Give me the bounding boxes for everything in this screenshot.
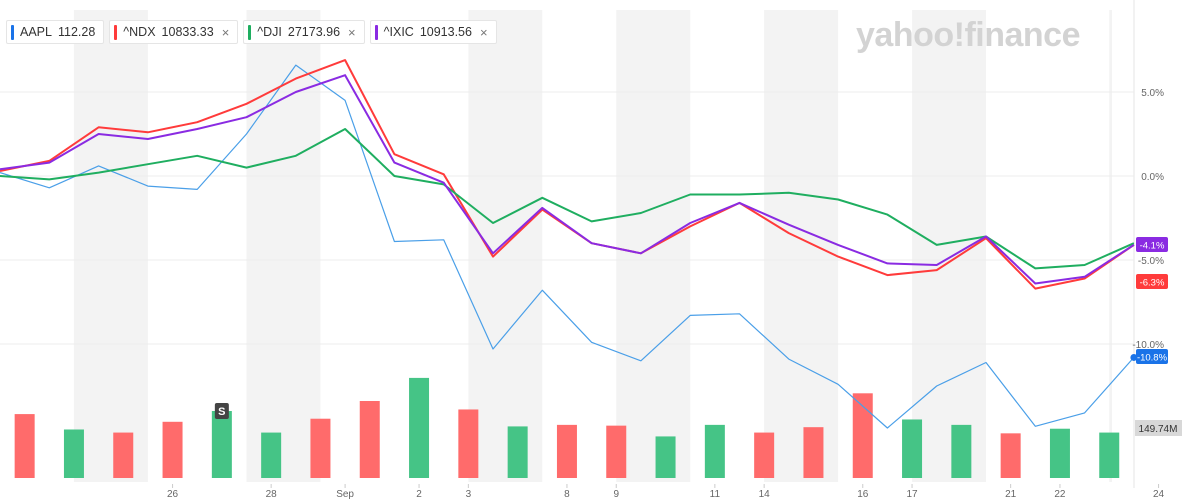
volume-bar bbox=[1099, 432, 1120, 478]
color-swatch-dji bbox=[248, 24, 252, 40]
volume-bar bbox=[409, 377, 430, 478]
split-marker-badge bbox=[214, 403, 229, 419]
legend-chip-ixic[interactable]: ^IXIC 10913.56 × bbox=[369, 20, 497, 44]
x-tick-label: 24 bbox=[1153, 489, 1165, 500]
ixic-end-label: -4.1% bbox=[1140, 241, 1165, 252]
background-band bbox=[1109, 10, 1112, 482]
x-tick-label: 3 bbox=[466, 489, 472, 500]
volume-bar bbox=[162, 421, 183, 478]
comparison-legend: AAPL 112.28 ^NDX 10833.33 × ^DJI 27173.9… bbox=[6, 20, 497, 44]
volume-bar bbox=[951, 424, 972, 478]
volume-bar bbox=[803, 427, 824, 478]
series-line-ixic bbox=[0, 74, 1135, 285]
ndx-end-label-badge bbox=[1136, 274, 1168, 289]
close-icon[interactable]: × bbox=[348, 24, 356, 40]
y-tick-label: 0.0% bbox=[1141, 172, 1164, 183]
close-icon[interactable]: × bbox=[479, 24, 488, 40]
volume-bar bbox=[359, 401, 380, 478]
volume-bar bbox=[458, 409, 479, 478]
end-value-labels: -4.1% -6.3% -10.8% 149.74M bbox=[1135, 237, 1182, 436]
volume-bar bbox=[556, 424, 577, 478]
y-tick-label: -10.0% bbox=[1132, 340, 1164, 351]
y-axis: 5.0% 0.0% -5.0% -10.0% bbox=[1132, 88, 1164, 351]
volume-bar bbox=[754, 432, 775, 478]
yahoo-finance-logo: yahoo!finance bbox=[856, 16, 1080, 54]
volume-bar bbox=[211, 411, 232, 478]
symbol-value: 10913.56 bbox=[419, 25, 472, 39]
x-tick-label: 17 bbox=[906, 489, 918, 500]
x-tick-label: 14 bbox=[759, 489, 771, 500]
x-tick-label: 11 bbox=[710, 489, 721, 500]
volume-bar bbox=[704, 424, 725, 478]
x-tick-label: 8 bbox=[564, 489, 570, 500]
x-tick-label: 28 bbox=[266, 489, 278, 500]
volume-bar bbox=[655, 436, 676, 478]
volume-bar bbox=[310, 418, 331, 478]
symbol-label: AAPL bbox=[20, 25, 52, 39]
symbol-label: ^DJI bbox=[257, 25, 282, 39]
series-line-aapl bbox=[0, 64, 1135, 429]
volume-bar bbox=[1000, 433, 1021, 478]
aapl-end-label-badge bbox=[1136, 349, 1168, 364]
close-icon[interactable]: × bbox=[221, 24, 230, 40]
x-tick-label: 22 bbox=[1054, 489, 1066, 500]
x-tick-label: 26 bbox=[167, 489, 179, 500]
x-tick-label: 21 bbox=[1005, 489, 1017, 500]
volume-bar bbox=[113, 432, 134, 478]
volume-bars: S bbox=[14, 377, 1120, 478]
volume-bar bbox=[1049, 428, 1070, 478]
legend-chip-aapl[interactable]: AAPL 112.28 bbox=[6, 20, 105, 44]
ixic-end-label-badge bbox=[1136, 237, 1168, 252]
symbol-value: 10833.33 bbox=[161, 25, 214, 39]
volume-bar bbox=[14, 414, 35, 478]
volume-bar bbox=[63, 429, 84, 478]
color-swatch-ixic bbox=[374, 24, 378, 40]
color-swatch-ndx bbox=[114, 24, 118, 40]
background-band bbox=[246, 10, 321, 482]
volume-bar bbox=[261, 432, 282, 478]
series-end-dot bbox=[1130, 353, 1138, 361]
y-tick-label: -5.0% bbox=[1138, 256, 1164, 267]
split-marker-label: S bbox=[218, 406, 225, 418]
volume-bar bbox=[902, 419, 923, 478]
symbol-value: 112.28 bbox=[57, 25, 96, 39]
color-swatch-aapl bbox=[11, 24, 14, 40]
series-line-dji bbox=[0, 128, 1135, 270]
legend-chip-dji[interactable]: ^DJI 27173.96 × bbox=[243, 20, 365, 44]
legend-chip-ndx[interactable]: ^NDX 10833.33 × bbox=[109, 20, 239, 44]
x-tick-label: 9 bbox=[613, 489, 619, 500]
background-band bbox=[764, 10, 839, 482]
symbol-label: ^IXIC bbox=[383, 25, 414, 39]
volume-bar bbox=[507, 426, 528, 478]
chart-gridlines bbox=[0, 0, 1135, 488]
x-tick-label: Sep bbox=[336, 489, 354, 500]
symbol-value: 27173.96 bbox=[287, 25, 341, 39]
ndx-end-label: -6.3% bbox=[1140, 278, 1165, 289]
x-tick-label: 16 bbox=[857, 489, 869, 500]
symbol-label: ^NDX bbox=[123, 25, 156, 39]
volume-bar bbox=[606, 425, 627, 478]
price-lines bbox=[0, 59, 1138, 429]
y-tick-label: 5.0% bbox=[1141, 88, 1164, 99]
volume-bar bbox=[852, 393, 873, 478]
x-tick-label: 2 bbox=[416, 489, 422, 500]
volume-value-label: 149.74M bbox=[1139, 424, 1178, 435]
background-band bbox=[73, 10, 148, 482]
x-axis: 2628Sep23891114161721222425 bbox=[167, 484, 1165, 500]
volume-value-badge bbox=[1135, 420, 1182, 436]
aapl-end-label: -10.8% bbox=[1137, 353, 1168, 364]
